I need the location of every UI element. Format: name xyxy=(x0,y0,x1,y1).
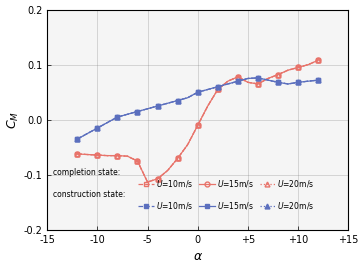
Y-axis label: $C_{M}$: $C_{M}$ xyxy=(5,111,21,129)
Legend: $U$=10m/s, $U$=15m/s, $U$=20m/s: $U$=10m/s, $U$=15m/s, $U$=20m/s xyxy=(138,200,314,211)
Text: completion state:: completion state: xyxy=(53,168,120,177)
X-axis label: α: α xyxy=(194,250,202,263)
Text: construction state:: construction state: xyxy=(53,190,126,199)
